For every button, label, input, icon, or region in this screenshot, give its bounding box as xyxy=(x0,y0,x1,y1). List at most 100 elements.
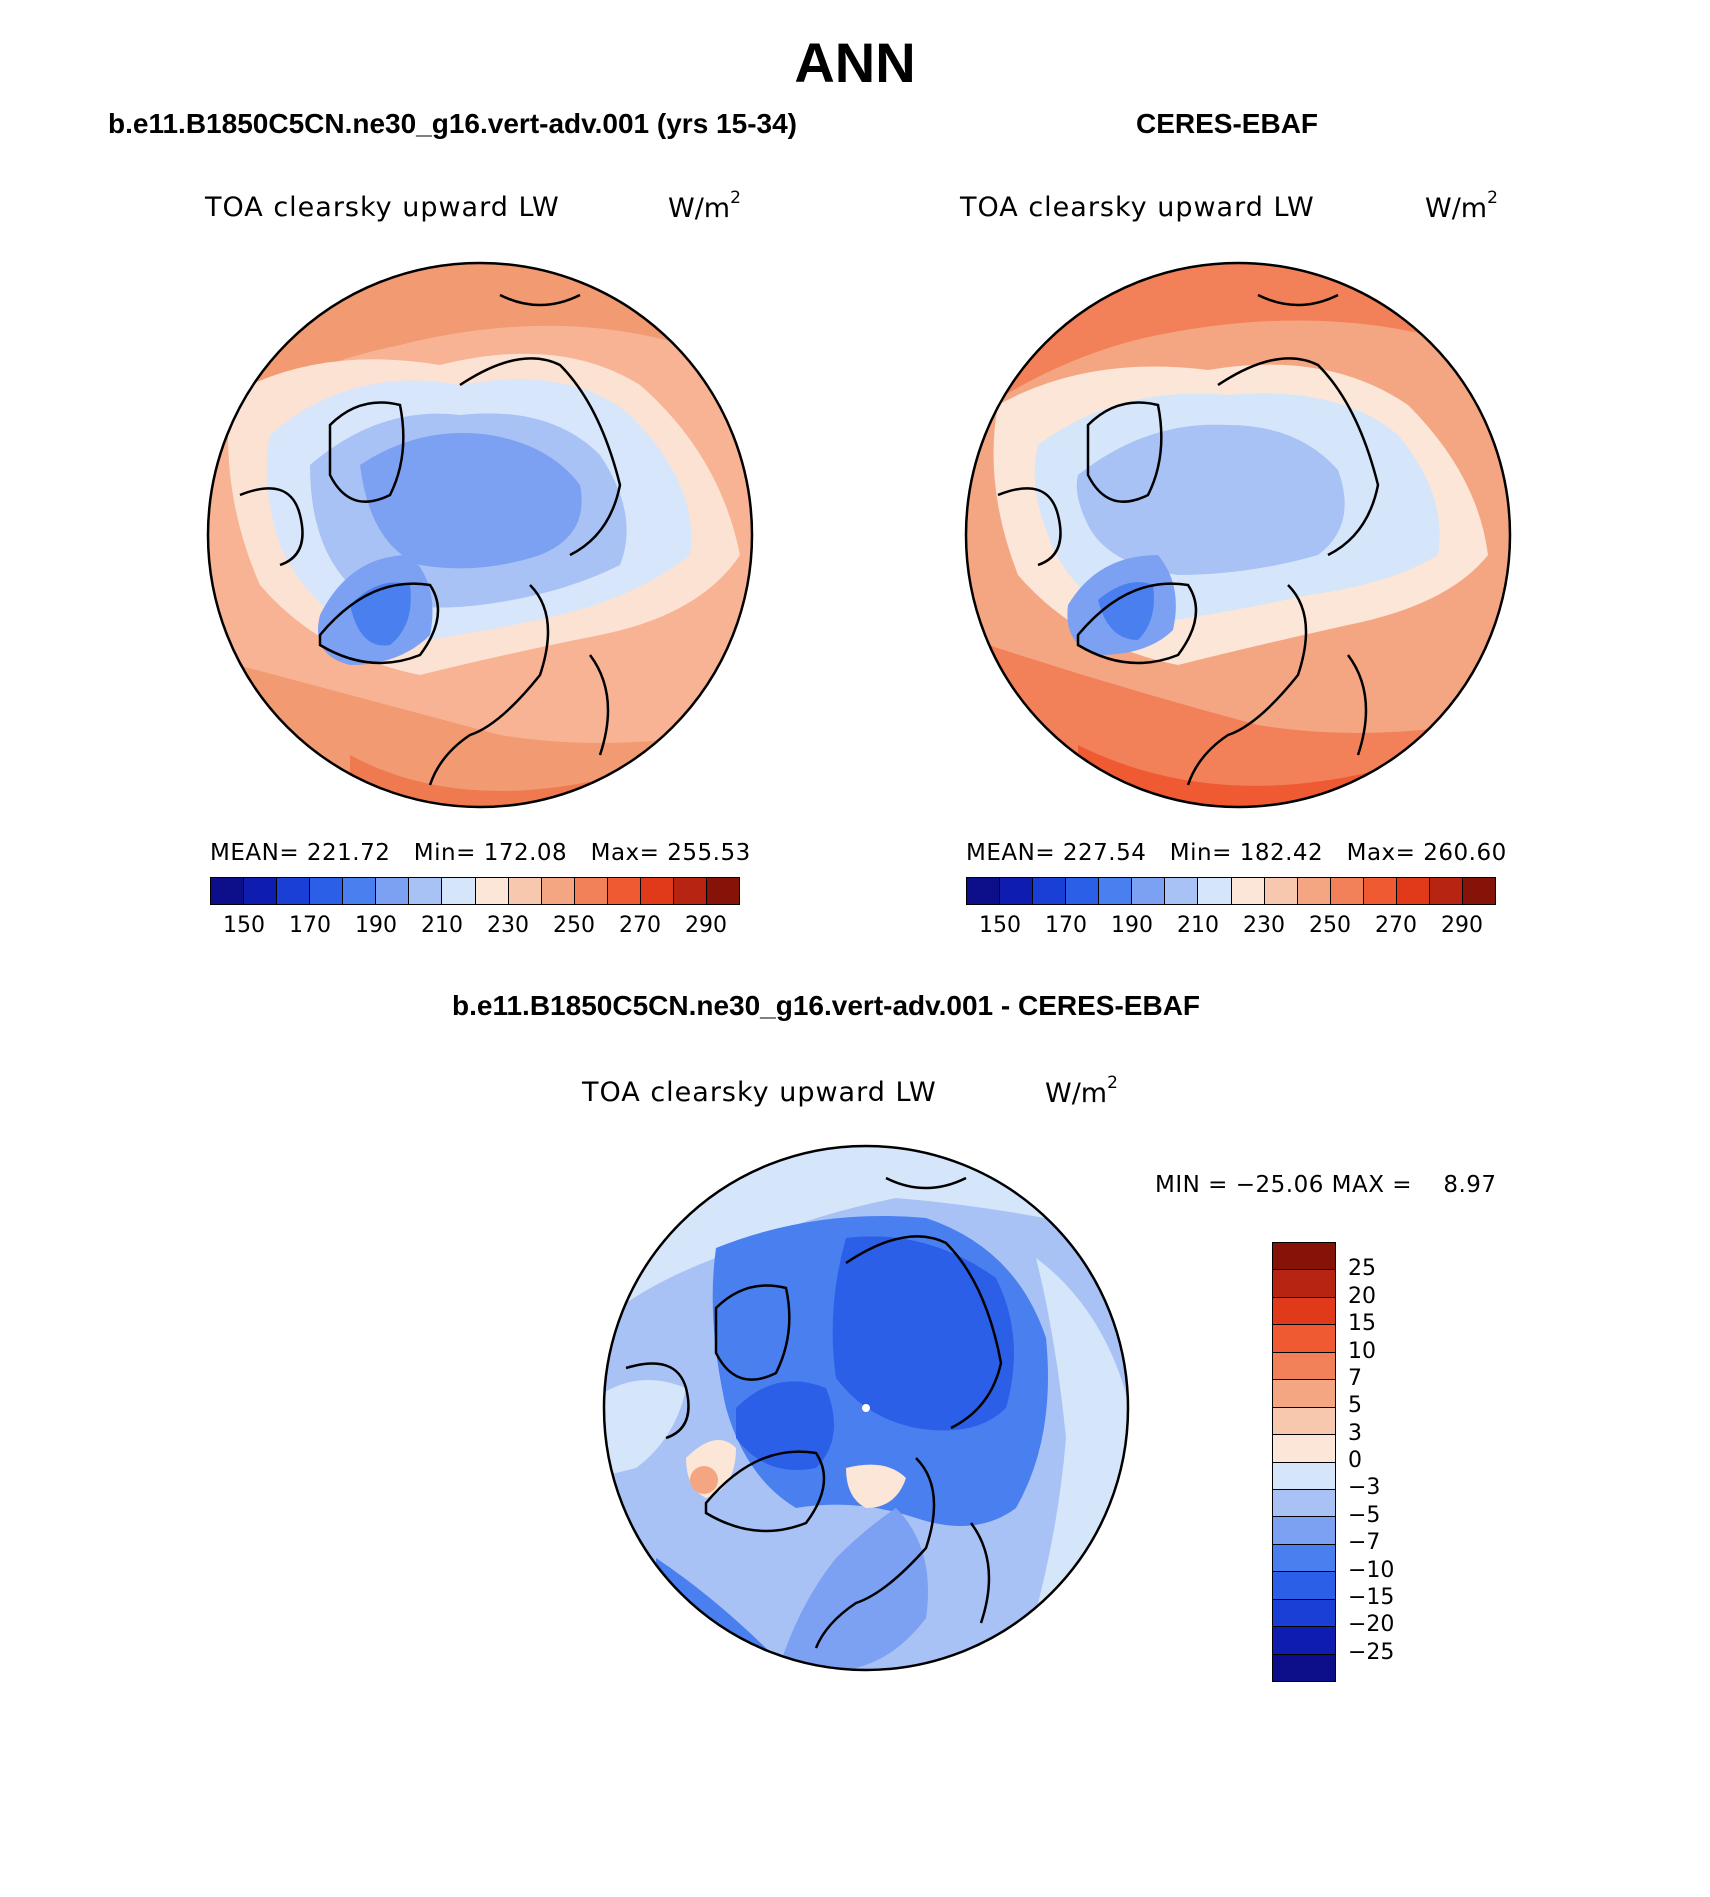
panel-1-colorbar-ticks: 150 170 190 210 230 250 270 290 xyxy=(210,913,738,943)
colorbar-box xyxy=(1429,878,1463,904)
colorbar-box xyxy=(640,878,674,904)
colorbar-box xyxy=(1273,1599,1335,1628)
colorbar-tick-label: 250 xyxy=(553,913,595,938)
colorbar-box xyxy=(1000,878,1034,904)
colorbar-box xyxy=(1273,1572,1335,1600)
diff-panel-colorbar-ticks: 25 20 15 10 7 5 3 0 −3 −5 −7 −10 −15 −20 −25 xyxy=(1348,1242,1428,1680)
diff-panel-title: b.e11.B1850C5CN.ne30_g16.vert-adv.001 - … xyxy=(452,990,1201,1021)
colorbar-box xyxy=(1273,1407,1335,1436)
colorbar-box xyxy=(1273,1544,1335,1573)
colorbar-tick-label: 230 xyxy=(487,913,529,938)
panel-1-variable: TOA clearsky upward LW xyxy=(205,192,560,223)
colorbar-tick-label: 170 xyxy=(1045,913,1087,938)
colorbar-tick-label: −15 xyxy=(1348,1584,1395,1610)
colorbar-box xyxy=(1273,1462,1335,1490)
colorbar-tick-label: 5 xyxy=(1348,1393,1362,1419)
panel-1-colorbar xyxy=(210,877,740,905)
colorbar-box xyxy=(1264,878,1298,904)
colorbar-box xyxy=(1273,1380,1335,1408)
colorbar-tick-label: 270 xyxy=(619,913,661,938)
colorbar-box xyxy=(1462,878,1495,904)
colorbar-tick-label: 290 xyxy=(685,913,727,938)
colorbar-tick-label: 150 xyxy=(223,913,265,938)
main-title: ANN xyxy=(794,31,916,94)
colorbar-box xyxy=(508,878,542,904)
colorbar-tick-label: 250 xyxy=(1309,913,1351,938)
colorbar-box xyxy=(1273,1297,1335,1326)
colorbar-box xyxy=(1033,878,1067,904)
colorbar-box xyxy=(211,878,245,904)
colorbar-box xyxy=(967,878,1001,904)
colorbar-box xyxy=(1231,878,1265,904)
colorbar-box xyxy=(1132,878,1166,904)
panel-2-variable: TOA clearsky upward LW xyxy=(960,192,1315,223)
diff-panel-unit: W/m2 xyxy=(1045,1073,1118,1109)
colorbar-box xyxy=(1273,1517,1335,1545)
colorbar-tick-label: 7 xyxy=(1348,1365,1362,1391)
colorbar-tick-label: 190 xyxy=(355,913,397,938)
panel-2-title: CERES-EBAF xyxy=(1136,108,1319,139)
panel-2-colorbar xyxy=(966,877,1496,905)
colorbar-tick-label: 15 xyxy=(1348,1311,1376,1337)
colorbar-box xyxy=(277,878,311,904)
colorbar-box xyxy=(574,878,608,904)
colorbar-box xyxy=(541,878,575,904)
colorbar-tick-label: 3 xyxy=(1348,1420,1362,1446)
diff-panel-variable: TOA clearsky upward LW xyxy=(582,1077,937,1108)
colorbar-tick-label: −5 xyxy=(1348,1502,1381,1528)
colorbar-box xyxy=(1273,1270,1335,1298)
colorbar-tick-label: −7 xyxy=(1348,1530,1381,1556)
colorbar-tick-label: 290 xyxy=(1441,913,1483,938)
panel-2-unit: W/m2 xyxy=(1425,188,1498,224)
colorbar-tick-label: 20 xyxy=(1348,1283,1376,1309)
colorbar-tick-label: −20 xyxy=(1348,1612,1395,1638)
diff-panel-stats: MIN = −25.06 MAX = 8.97 xyxy=(1155,1172,1497,1198)
colorbar-box xyxy=(376,878,410,904)
panel-1-unit: W/m2 xyxy=(668,188,741,224)
colorbar-tick-label: 25 xyxy=(1348,1256,1376,1282)
colorbar-box xyxy=(310,878,344,904)
colorbar-tick-label: 0 xyxy=(1348,1448,1362,1473)
colorbar-box xyxy=(1099,878,1133,904)
colorbar-tick-label: 210 xyxy=(421,913,463,938)
colorbar-box xyxy=(244,878,278,904)
colorbar-box xyxy=(409,878,443,904)
colorbar-tick-label: 150 xyxy=(979,913,1021,938)
colorbar-box xyxy=(1198,878,1232,904)
diff-panel-colorbar xyxy=(1272,1242,1336,1682)
panel-2-colorbar-ticks: 150 170 190 210 230 250 270 290 xyxy=(966,913,1494,943)
colorbar-tick-label: −3 xyxy=(1348,1475,1381,1501)
colorbar-box xyxy=(1273,1243,1335,1271)
colorbar-tick-label: 210 xyxy=(1177,913,1219,938)
colorbar-box xyxy=(1273,1325,1335,1353)
colorbar-box xyxy=(1165,878,1199,904)
colorbar-box xyxy=(343,878,377,904)
colorbar-box xyxy=(1066,878,1100,904)
panel-1-stats: MEAN= 221.72 Min= 172.08 Max= 255.53 xyxy=(210,840,751,866)
colorbar-box xyxy=(1396,878,1430,904)
colorbar-box xyxy=(1273,1489,1335,1518)
colorbar-tick-label: 170 xyxy=(289,913,331,938)
colorbar-box xyxy=(1297,878,1331,904)
colorbar-box xyxy=(1273,1435,1335,1463)
colorbar-box xyxy=(475,878,509,904)
colorbar-box xyxy=(1363,878,1397,904)
colorbar-box xyxy=(706,878,739,904)
colorbar-box xyxy=(1273,1352,1335,1381)
colorbar-tick-label: −25 xyxy=(1348,1639,1395,1665)
colorbar-tick-label: 10 xyxy=(1348,1338,1376,1364)
panel-1-title: b.e11.B1850C5CN.ne30_g16.vert-adv.001 (y… xyxy=(108,108,797,139)
diff-panel-polar-map xyxy=(602,1144,1130,1672)
colorbar-box xyxy=(1273,1654,1335,1681)
colorbar-tick-label: 230 xyxy=(1243,913,1285,938)
panel-2-stats: MEAN= 227.54 Min= 182.42 Max= 260.60 xyxy=(966,840,1507,866)
colorbar-box xyxy=(442,878,476,904)
panel-2-polar-map xyxy=(964,261,1512,809)
panel-1-polar-map xyxy=(206,261,754,809)
colorbar-box xyxy=(673,878,707,904)
colorbar-box xyxy=(607,878,641,904)
colorbar-tick-label: −10 xyxy=(1348,1557,1395,1583)
colorbar-box xyxy=(1330,878,1364,904)
colorbar-tick-label: 190 xyxy=(1111,913,1153,938)
colorbar-tick-label: 270 xyxy=(1375,913,1417,938)
